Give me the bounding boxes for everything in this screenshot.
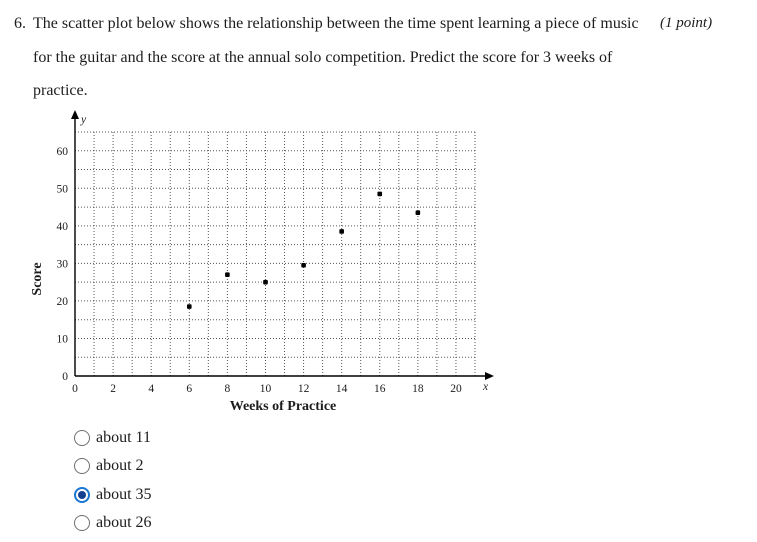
answer-option[interactable]: about 2 — [74, 457, 144, 475]
question-line-3: practice. — [33, 82, 88, 99]
points-label: (1 point) — [660, 15, 713, 31]
svg-text:Weeks of Practice: Weeks of Practice — [230, 399, 337, 414]
svg-text:40: 40 — [57, 221, 69, 233]
question-text-1: The scatter plot below shows the relatio… — [33, 15, 639, 32]
radio-icon[interactable] — [74, 515, 90, 531]
radio-icon[interactable] — [74, 458, 90, 474]
svg-text:20: 20 — [450, 383, 462, 395]
option-label: about 35 — [96, 486, 152, 503]
scatter-plot-canvas: 0 10 20 30 40 50 60 0 2 4 6 8 10 12 14 16 18 20 y x Weeks of… — [30, 110, 494, 414]
question-number: 6. — [14, 15, 26, 32]
svg-text:18: 18 — [412, 383, 424, 395]
radio-icon[interactable] — [74, 430, 90, 446]
question-line-2: for the guitar and the score at the annu… — [33, 49, 613, 66]
svg-text:12: 12 — [298, 383, 310, 395]
svg-text:y: y — [80, 114, 87, 126]
scatter-plot: 0 10 20 30 40 50 60 0 2 4 6 8 10 12 14 16 18 20 y x Weeks of… — [0, 100, 530, 430]
answer-option[interactable]: about 35 — [74, 486, 152, 504]
svg-text:10: 10 — [260, 383, 272, 395]
svg-text:10: 10 — [57, 333, 69, 345]
svg-text:2: 2 — [110, 383, 116, 395]
svg-text:50: 50 — [57, 183, 69, 195]
svg-text:30: 30 — [57, 258, 69, 270]
svg-text:x: x — [482, 381, 489, 393]
radio-icon[interactable] — [74, 487, 90, 503]
svg-text:4: 4 — [148, 383, 154, 395]
answer-option[interactable]: about 11 — [74, 429, 151, 447]
question-line-1: 6. The scatter plot below shows the relat… — [14, 14, 639, 33]
svg-text:0: 0 — [62, 371, 68, 383]
option-label: about 2 — [96, 457, 144, 474]
option-label: about 26 — [96, 514, 152, 531]
answer-option[interactable]: about 26 — [74, 514, 152, 532]
svg-text:16: 16 — [374, 383, 386, 395]
svg-text:0: 0 — [72, 383, 78, 395]
svg-text:6: 6 — [186, 383, 192, 395]
option-label: about 11 — [96, 429, 151, 446]
svg-text:8: 8 — [225, 383, 231, 395]
svg-text:20: 20 — [57, 296, 69, 308]
svg-text:14: 14 — [336, 383, 348, 395]
svg-text:Score: Score — [30, 262, 45, 295]
svg-text:60: 60 — [57, 146, 69, 158]
